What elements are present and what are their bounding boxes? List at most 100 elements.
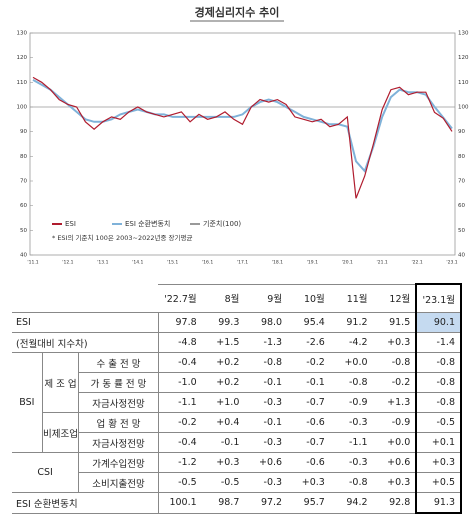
- cell: -0.2: [372, 372, 417, 393]
- y-tick-label-right: 70: [458, 179, 465, 185]
- y-tick-label-right: 60: [458, 203, 465, 209]
- cell: 10월: [287, 283, 330, 313]
- cell: +0.4: [201, 412, 245, 433]
- chart-title: 경제심리지수 추이: [195, 5, 280, 19]
- cell: -0.9: [372, 412, 417, 433]
- cell: 11월: [329, 283, 373, 313]
- legend-box: [48, 216, 263, 246]
- cell: 제 조 업: [41, 352, 80, 413]
- cell: ESI 순환변동치: [12, 492, 159, 514]
- x-tick-label: '14.1: [132, 260, 143, 266]
- cell: 비제조업: [41, 412, 80, 453]
- x-tick-label: '21.1: [377, 260, 388, 266]
- legend-label: 기준치(100): [203, 219, 241, 228]
- cell: -0.6: [287, 412, 330, 433]
- cell: -0.5: [158, 472, 202, 493]
- x-tick-label: '12.1: [62, 260, 73, 266]
- cell: -0.2: [158, 412, 202, 433]
- cell: -0.8: [244, 352, 288, 373]
- y-tick-label: 110: [17, 80, 28, 86]
- cell: -1.2: [158, 452, 202, 473]
- y-tick-label-right: 110: [458, 80, 469, 86]
- cell: 97.8: [158, 312, 202, 333]
- cell: -0.4: [158, 432, 202, 453]
- cell: -0.5: [201, 472, 245, 493]
- table-row: 자금사정전망 -1.1 +1.0 -0.3 -0.7 -0.9 +1.3 -0.8: [12, 392, 462, 413]
- cell: 12월: [372, 283, 417, 313]
- x-tick-label: '16.1: [202, 260, 213, 266]
- y-tick-label: 50: [20, 228, 27, 234]
- y-tick-label: 70: [20, 179, 27, 185]
- x-tick-label: '11.1: [27, 260, 38, 266]
- table-row: (전월대비 지수차) -4.8 +1.5 -1.3 -2.6 -4.2 +0.3 -1.4: [12, 332, 462, 353]
- cell: -0.1: [287, 372, 330, 393]
- cell: 가 동 률 전 망: [78, 372, 159, 393]
- cell: -0.3: [244, 472, 288, 493]
- cell: 91.5: [372, 312, 417, 333]
- cell: +0.3: [287, 472, 330, 493]
- cell: 8월: [201, 283, 245, 313]
- cell: +1.5: [201, 332, 245, 353]
- cell: 100.1: [158, 492, 202, 514]
- cell: 98.0: [244, 312, 288, 333]
- y-tick-label: 90: [20, 129, 27, 135]
- chart: 경제심리지수 추이 40 40 50 50 60 60 70 70 80 80 90 90 100 100…: [17, 5, 469, 266]
- y-tick-label-right: 90: [458, 129, 465, 135]
- cell: +0.3: [372, 332, 417, 353]
- cell: -0.8: [329, 372, 373, 393]
- cell: -1.3: [244, 332, 288, 353]
- cell: 95.7: [287, 492, 330, 514]
- cell: -0.7: [287, 432, 330, 453]
- cell: CSI: [12, 452, 80, 493]
- cell: -0.2: [287, 352, 330, 373]
- cell: -0.1: [244, 412, 288, 433]
- cell: -1.0: [158, 372, 202, 393]
- cell: -2.6: [287, 332, 330, 353]
- plot-frame: [29, 32, 456, 256]
- table-row: 자금사정전망 -0.4 -0.1 -0.3 -0.7 -1.1 +0.0 +0.1: [12, 432, 462, 453]
- cell: 91.3: [415, 492, 462, 514]
- table-row: '22.7월 8월 9월 10월 11월 12월 '23.1월: [12, 283, 462, 313]
- x-tick-label: '15.1: [167, 260, 178, 266]
- cell: -4.8: [158, 332, 202, 353]
- x-tick-label: '18.1: [272, 260, 283, 266]
- cell: -1.1: [329, 432, 373, 453]
- cell: -0.8: [372, 352, 417, 373]
- cell: +0.6: [244, 452, 288, 473]
- cell: -0.3: [244, 432, 288, 453]
- cell: +1.3: [372, 392, 417, 413]
- cell: -0.6: [287, 452, 330, 473]
- cell: +0.0: [329, 352, 373, 373]
- cell: '22.7월: [158, 283, 202, 313]
- chart-note: * ESI의 기준치 100은 2003~2022년중 장기평균: [52, 233, 192, 242]
- cell: -0.9: [329, 392, 373, 413]
- cell: -0.8: [415, 392, 462, 413]
- cell: +0.3: [201, 452, 245, 473]
- legend-label: ESI 순환변동치: [125, 219, 170, 228]
- cell: -1.1: [158, 392, 202, 413]
- cell: (전월대비 지수차): [12, 332, 159, 353]
- y-tick-label-right: 130: [458, 31, 469, 37]
- x-tick-label: '23.1: [446, 260, 457, 266]
- cell: 자금사정전망: [78, 392, 159, 413]
- series-line: [32, 76, 453, 199]
- cell: 97.2: [244, 492, 288, 514]
- cell: 99.3: [201, 312, 245, 333]
- cell: 95.4: [287, 312, 330, 333]
- cell: 91.2: [329, 312, 373, 333]
- x-tick-label: '20.1: [342, 260, 353, 266]
- cell: -0.8: [415, 372, 462, 393]
- cell: +0.3: [372, 472, 417, 493]
- cell: -0.3: [329, 412, 373, 433]
- cell: -4.2: [329, 332, 373, 353]
- legend-label: ESI: [65, 220, 76, 228]
- cell: -0.8: [415, 352, 462, 373]
- cell: 가계수입전망: [78, 452, 159, 473]
- cell: +0.5: [415, 472, 462, 493]
- cell: -0.1: [244, 372, 288, 393]
- cell: +0.2: [201, 352, 245, 373]
- cell: 업 황 전 망: [78, 412, 159, 433]
- table-row: 비제조업 업 황 전 망 -0.2 +0.4 -0.1 -0.6 -0.3 -0.9 -0.5: [12, 412, 462, 453]
